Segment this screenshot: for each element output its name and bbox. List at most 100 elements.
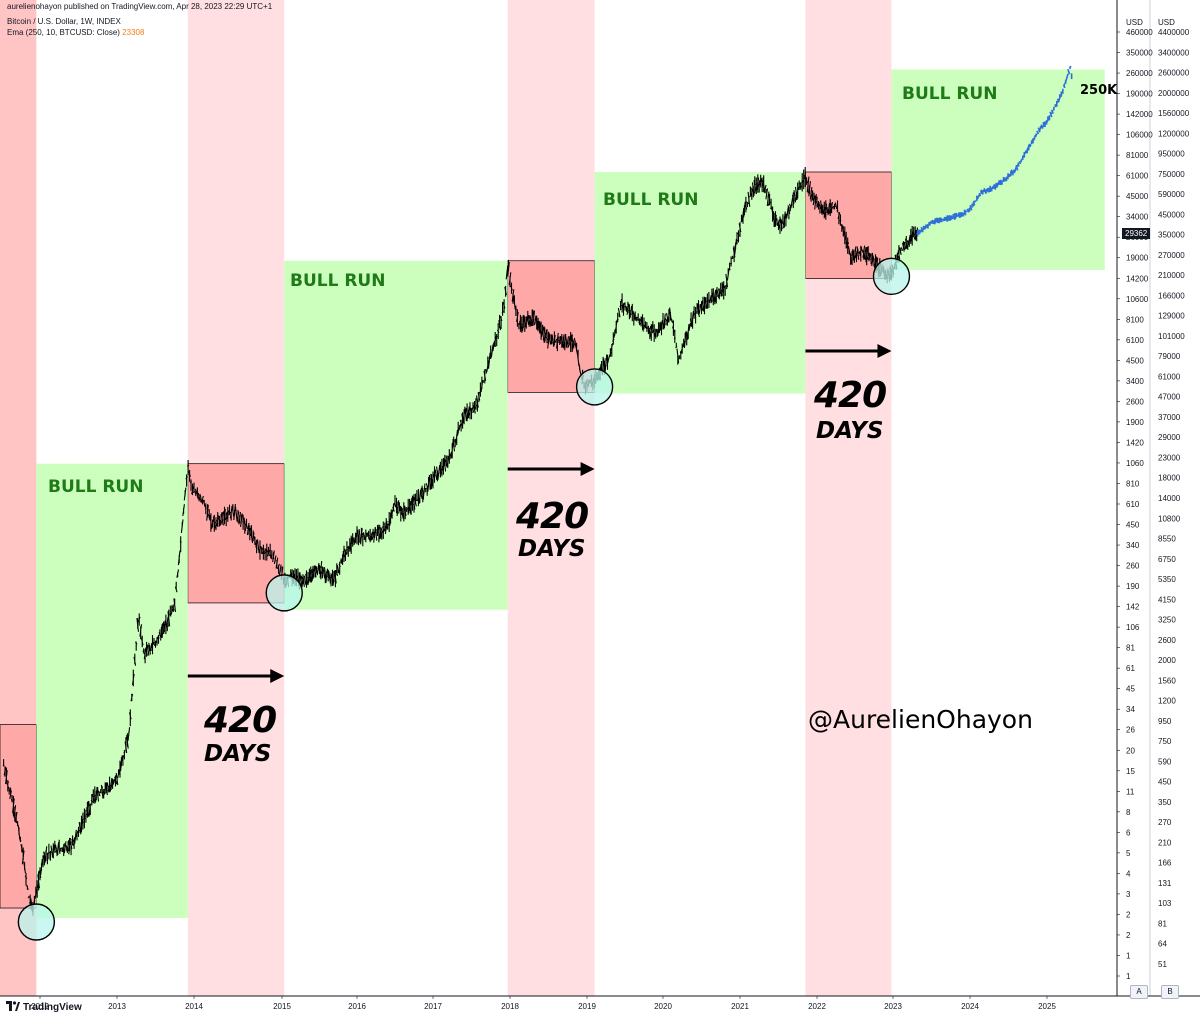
y-tick-label-b: 2000 bbox=[1158, 656, 1176, 665]
y-tick-label-a: 45000 bbox=[1126, 192, 1149, 201]
tradingview-logo-text: TradingView bbox=[23, 1002, 82, 1013]
y-tick-label-a: 2600 bbox=[1126, 397, 1144, 406]
y-tick-label-b: 129000 bbox=[1158, 312, 1185, 321]
bull-box-2 bbox=[284, 260, 508, 610]
current-price-tag: 29362 bbox=[1122, 228, 1151, 239]
bull-run-label-3: BULL RUN bbox=[603, 190, 699, 210]
price-axis-panel bbox=[1117, 0, 1200, 1018]
y-tick-label-a: 61000 bbox=[1126, 172, 1149, 181]
x-tick-label: 2023 bbox=[884, 1002, 902, 1011]
y-tick-label-b: 10800 bbox=[1158, 514, 1181, 523]
bear-band-3 bbox=[507, 0, 595, 996]
y-tick-label-b: 81 bbox=[1158, 919, 1167, 928]
y-tick-label-b: 2600 bbox=[1158, 636, 1176, 645]
y-tick-label-b: 750000 bbox=[1158, 170, 1185, 179]
x-tick-label: 2016 bbox=[348, 1002, 366, 1011]
bull-run-label-1: BULL RUN bbox=[48, 477, 144, 497]
y-tick-label-b: 4150 bbox=[1158, 595, 1176, 604]
y-tick-label-a: 2 bbox=[1126, 910, 1131, 919]
x-tick-label: 2014 bbox=[185, 1002, 203, 1011]
y-tick-label-a: 260000 bbox=[1126, 69, 1153, 78]
y-tick-label-b: 8550 bbox=[1158, 535, 1176, 544]
y-tick-label-b: 166 bbox=[1158, 859, 1172, 868]
y-tick-label-b: 29000 bbox=[1158, 433, 1181, 442]
y-tick-label-a: 11 bbox=[1126, 787, 1135, 796]
y-tick-label-a: 8100 bbox=[1126, 315, 1144, 324]
y-tick-label-a: 340 bbox=[1126, 541, 1140, 550]
y-tick-label-a: 1900 bbox=[1126, 418, 1144, 427]
bear-box-1 bbox=[0, 724, 37, 909]
y-tick-label-a: 460000 bbox=[1126, 28, 1153, 37]
bottom-circle-3 bbox=[575, 368, 614, 406]
x-tick-label: 2021 bbox=[731, 1002, 749, 1011]
y-tick-label-a: 8 bbox=[1126, 808, 1131, 817]
target-label: 250K bbox=[1080, 83, 1118, 98]
arrow-head-3 bbox=[877, 344, 892, 358]
y-tick-label-b: 450000 bbox=[1158, 210, 1185, 219]
y-tick-label-b: 590000 bbox=[1158, 190, 1185, 199]
symbol-title[interactable]: Bitcoin / U.S. Dollar, 1W, INDEX bbox=[7, 17, 121, 26]
x-tick-label: 2024 bbox=[961, 1002, 979, 1011]
y-tick-label-b: 51 bbox=[1158, 960, 1167, 969]
projection-line bbox=[916, 65, 1073, 237]
tradingview-logo[interactable]: TradingView bbox=[6, 1001, 82, 1013]
bottom-circle-2 bbox=[265, 574, 303, 612]
x-tick-label: 2025 bbox=[1038, 1002, 1056, 1011]
y-tick-label-a: 142 bbox=[1126, 603, 1140, 612]
price-candles bbox=[2, 167, 919, 916]
y-tick-label-a: 81000 bbox=[1126, 151, 1149, 160]
y-tick-label-b: 590 bbox=[1158, 757, 1172, 766]
scale-a-button[interactable]: A bbox=[1130, 985, 1148, 999]
y-tick-label-a: 6 bbox=[1126, 828, 1131, 837]
bull-box-4 bbox=[891, 69, 1105, 270]
y-tick-label-b: 6750 bbox=[1158, 555, 1176, 564]
y-tick-label-a: 15 bbox=[1126, 767, 1135, 776]
y-tick-label-a: 20 bbox=[1126, 746, 1135, 755]
y-tick-label-a: 3400 bbox=[1126, 377, 1144, 386]
y-tick-label-a: 4500 bbox=[1126, 356, 1144, 365]
x-tick-label: 2017 bbox=[424, 1002, 442, 1011]
y-tick-label-b: 210 bbox=[1158, 838, 1172, 847]
y-tick-label-b: 2600000 bbox=[1158, 69, 1190, 78]
bull-box-3 bbox=[594, 171, 806, 394]
bottom-circle-4 bbox=[872, 257, 911, 296]
y-tick-label-a: 5 bbox=[1126, 849, 1131, 858]
y-tick-label-a: 810 bbox=[1126, 479, 1140, 488]
y-tick-label-a: 14200 bbox=[1126, 274, 1149, 283]
y-tick-label-a: 34 bbox=[1126, 705, 1135, 714]
ema-legend[interactable]: Ema (250, 10, BTCUSD: Close) 23308 bbox=[7, 28, 144, 37]
y-tick-label-a: 34000 bbox=[1126, 213, 1149, 222]
y-tick-label-a: 81 bbox=[1126, 644, 1135, 653]
y-tick-label-b: 18000 bbox=[1158, 474, 1181, 483]
days-label-2: DAYS bbox=[518, 536, 586, 562]
y-tick-label-b: 950000 bbox=[1158, 150, 1185, 159]
y-tick-label-b: 350000 bbox=[1158, 231, 1185, 240]
y-tick-label-a: 1 bbox=[1126, 951, 1131, 960]
y-tick-label-b: 1200000 bbox=[1158, 129, 1190, 138]
y-tick-label-a: 26 bbox=[1126, 726, 1135, 735]
x-tick-label: 2013 bbox=[108, 1002, 126, 1011]
bottom-circle-1 bbox=[17, 903, 56, 941]
y-tick-label-b: 5350 bbox=[1158, 575, 1176, 584]
days-count-1: 420 bbox=[204, 700, 277, 741]
y-tick-label-b: 450 bbox=[1158, 778, 1172, 787]
y-tick-label-b: 103 bbox=[1158, 899, 1172, 908]
y-tick-label-b: 1560 bbox=[1158, 676, 1176, 685]
y-tick-label-b: 350 bbox=[1158, 798, 1172, 807]
scale-b-button[interactable]: B bbox=[1161, 985, 1179, 999]
bull-box-1 bbox=[36, 463, 188, 918]
x-tick-label: 2018 bbox=[501, 1002, 519, 1011]
y-tick-label-a: 1420 bbox=[1126, 438, 1144, 447]
days-label-1: DAYS bbox=[204, 741, 272, 767]
y-tick-label-a: 350000 bbox=[1126, 49, 1153, 58]
y-tick-label-a: 190 bbox=[1126, 582, 1140, 591]
y-tick-label-b: 101000 bbox=[1158, 332, 1185, 341]
bull-run-label-2: BULL RUN bbox=[290, 271, 386, 291]
y-tick-label-a: 1060 bbox=[1126, 459, 1144, 468]
y-tick-label-b: 1560000 bbox=[1158, 109, 1190, 118]
days-count-2: 420 bbox=[516, 496, 589, 537]
y-tick-label-b: 79000 bbox=[1158, 352, 1181, 361]
y-tick-label-b: 166000 bbox=[1158, 291, 1185, 300]
